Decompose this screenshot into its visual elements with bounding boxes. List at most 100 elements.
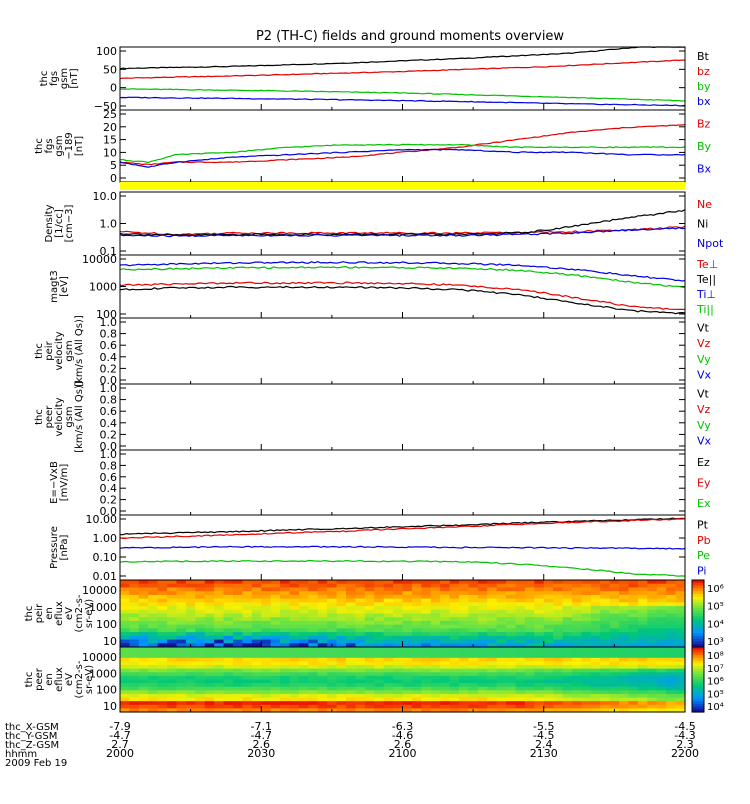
spectrogram-cell: [637, 624, 648, 629]
y-tick-label: −50: [94, 100, 117, 113]
spectrogram-cell: [346, 624, 357, 629]
spectrogram-cell: [675, 675, 686, 681]
spectrogram-cell: [496, 686, 507, 691]
spectrogram-cell: [261, 617, 272, 622]
spectrogram-cell: [233, 580, 244, 585]
spectrogram-cell: [233, 635, 244, 641]
ylabel-line: peer: [44, 405, 55, 429]
spectrogram-cell: [157, 602, 168, 607]
spectrogram-cell: [411, 628, 422, 633]
spectrogram-cell: [138, 683, 149, 688]
spectrogram-cell: [195, 628, 206, 633]
spectrogram-cell: [553, 598, 564, 603]
spectrogram-cell: [383, 661, 394, 666]
spectrogram-cell: [223, 583, 234, 589]
spectrogram-cell: [524, 580, 535, 585]
spectrogram-cell: [289, 693, 300, 699]
spectrogram-cell: [374, 686, 385, 691]
spectrogram-cell: [637, 609, 648, 615]
spectrogram-cell: [251, 620, 262, 626]
legend-entry: Bx: [697, 163, 712, 176]
spectrogram-cell: [261, 609, 272, 615]
spectrogram-cell: [223, 613, 234, 618]
ylabel-line: [nT]: [69, 68, 80, 88]
spectrogram-cell: [468, 606, 479, 611]
spectrogram-cell: [336, 587, 347, 592]
spectrogram-cell: [129, 679, 140, 684]
legend-entry: Ez: [697, 456, 710, 469]
ylabel-line: gsm: [59, 68, 70, 89]
spectrogram-cell: [298, 665, 309, 670]
spectrogram-cell: [675, 613, 686, 618]
spectrogram-cell: [468, 639, 479, 644]
spectrogram-cell: [129, 613, 140, 618]
spectrogram-cell: [364, 609, 375, 615]
spectrogram-cell: [449, 679, 460, 684]
spectrogram-cell: [270, 591, 281, 596]
spectrogram-cell: [223, 690, 234, 695]
ylabel-line: [eV]: [59, 276, 70, 297]
spectrogram-cell: [233, 632, 244, 637]
y-tick-label: 0.0: [100, 440, 118, 453]
spectrogram-cell: [609, 580, 620, 585]
legend-entry: Pi: [697, 565, 706, 578]
spectrogram-cell: [327, 587, 338, 592]
spectrogram-cell: [383, 650, 394, 655]
spectrogram-cell: [449, 668, 460, 673]
panel-frame: [119, 109, 686, 183]
spectrogram-cell: [411, 657, 422, 663]
spectrogram-cell: [430, 693, 441, 699]
spectrogram-cell: [553, 661, 564, 666]
spectrogram-cell: [355, 650, 366, 655]
spectrogram-cell: [242, 668, 253, 673]
spectrogram-cell: [600, 683, 611, 688]
spectrogram-cell: [506, 697, 517, 702]
colorbar-label: 10⁷: [707, 664, 724, 675]
spectrogram-cell: [496, 657, 507, 663]
spectrogram-cell: [543, 654, 554, 659]
spectrogram-cell: [364, 661, 375, 666]
spectrogram-cell: [129, 654, 140, 659]
spectrogram-cell: [176, 708, 187, 713]
spectrogram-cell: [167, 594, 178, 600]
spectrogram-cell: [656, 661, 667, 666]
series-line-by: [120, 88, 686, 102]
spectrogram-cell: [487, 624, 498, 629]
spectrogram-cell: [675, 628, 686, 633]
spectrogram-cell: [176, 672, 187, 677]
spectrogram-cell: [562, 686, 573, 691]
spectrogram-cell: [374, 609, 385, 615]
spectrogram-cell: [308, 657, 319, 663]
spectrogram-cell: [459, 580, 470, 585]
y-tick-label: 10000: [82, 584, 117, 597]
spectrogram-cell: [402, 639, 413, 644]
spectrogram-cell: [628, 587, 639, 592]
spectrogram-cell: [223, 580, 234, 585]
spectrogram-cell: [628, 657, 639, 663]
spectrogram-cell: [223, 701, 234, 706]
spectrogram-cell: [393, 594, 404, 600]
spectrogram-cell: [581, 654, 592, 659]
spectrogram-cell: [242, 683, 253, 688]
spectrogram-cell: [289, 679, 300, 684]
spectrogram-cell: [346, 665, 357, 670]
spectrogram-cell: [562, 609, 573, 615]
spectrogram-cell: [637, 620, 648, 626]
spectrogram-cell: [647, 620, 658, 626]
spectrogram-cell: [308, 639, 319, 644]
spectrogram-cell: [233, 647, 244, 652]
spectrogram-cell: [590, 643, 601, 648]
spectrogram-cell: [524, 650, 535, 655]
spectrogram-cell: [647, 647, 658, 652]
spectrogram-cell: [609, 635, 620, 641]
spectrogram-cell: [157, 697, 168, 702]
spectrogram-cell: [393, 643, 404, 648]
spectrogram-cell: [675, 591, 686, 596]
spectrogram-cell: [496, 697, 507, 702]
spectrogram-cell: [120, 602, 131, 607]
spectrogram-cell: [449, 598, 460, 603]
spectrogram-cell: [534, 598, 545, 603]
spectrogram-cell: [176, 635, 187, 641]
spectrogram-cell: [440, 602, 451, 607]
spectrogram-cell: [214, 587, 225, 592]
